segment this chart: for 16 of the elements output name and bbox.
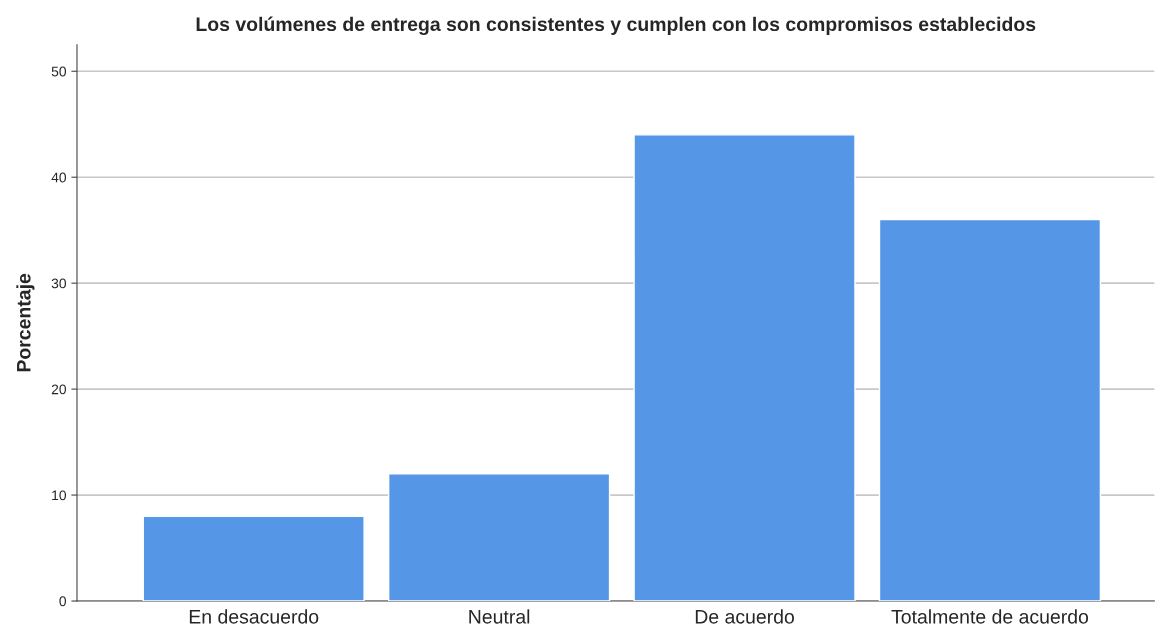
bar	[878, 218, 1102, 602]
y-tick-label: 40	[51, 172, 67, 183]
chart-title: Los volúmenes de entrega son consistentes y cumplen con los compromisos establecidos	[196, 16, 1036, 35]
y-tick-label: 50	[51, 66, 67, 77]
bar	[142, 515, 365, 602]
y-tick-label: 20	[51, 384, 67, 395]
bar	[387, 473, 611, 602]
x-tick-label: Neutral	[469, 609, 530, 624]
y-axis-title: Porcentaje	[16, 273, 35, 372]
x-tick-label: Totalmente de acuerdo	[891, 609, 1089, 624]
y-tick-label: 10	[52, 490, 67, 501]
x-tick-label: De acuerdo	[695, 609, 794, 624]
bar	[633, 134, 856, 602]
x-tick-label: En desacuerdo	[189, 609, 319, 624]
y-tick-label: 0	[59, 596, 67, 607]
y-tick-label: 30	[51, 278, 67, 289]
